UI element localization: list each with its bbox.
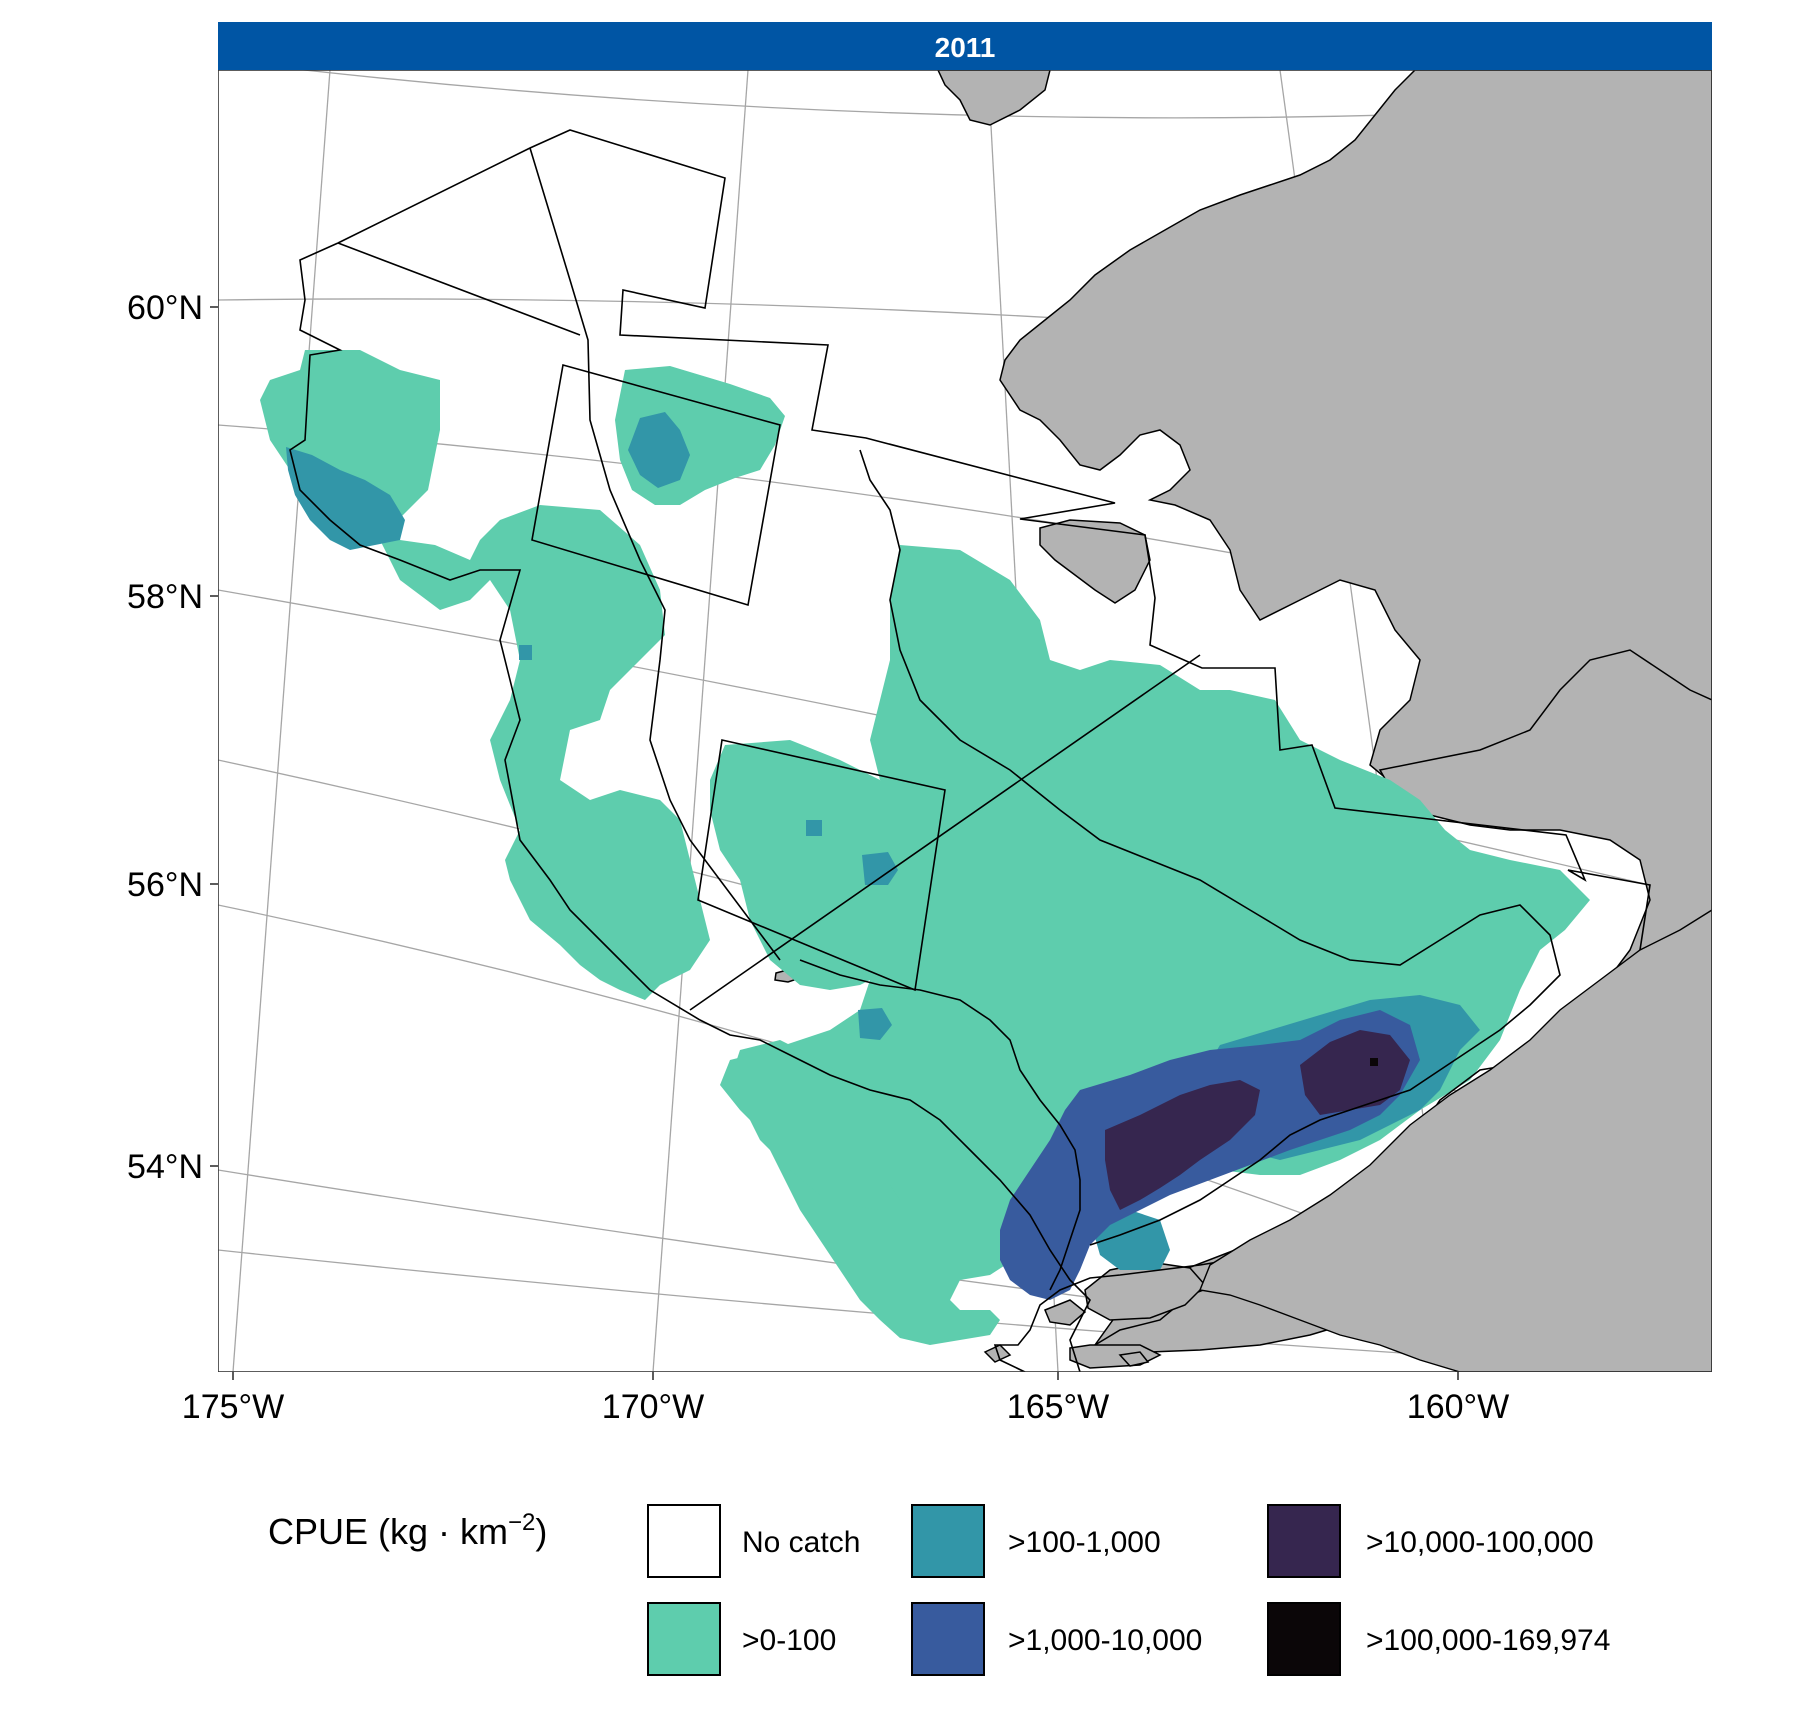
boundary-south-inner	[799, 959, 1081, 1291]
cpue-patch-nw-coast	[286, 447, 405, 550]
land-alaska-mainland	[999, 70, 1712, 1346]
cpue-layer-10000-100000	[1105, 1030, 1410, 1210]
x-tick-label-170w: 170°W	[602, 1388, 704, 1426]
boundary-north-vertical	[529, 147, 781, 961]
strip-year-label: 2011	[935, 32, 996, 63]
y-tick-label-56n: 56°N	[127, 866, 203, 904]
graticule-lon-170	[652, 70, 749, 1372]
x-tick-label-175w: 175°W	[182, 1388, 284, 1426]
legend-label-1000-10000: >1,000-10,000	[1008, 1624, 1202, 1657]
legend-swatch-1000-10000	[911, 1602, 985, 1676]
land-akun-islets	[1118, 1351, 1150, 1367]
land-alaska-peninsula-overlay	[1199, 909, 1712, 1372]
land-st-lawrence-island	[937, 70, 1051, 126]
boundary-west-outer	[289, 242, 1091, 1372]
legend-title: CPUE (kg · km−2)	[268, 1509, 547, 1552]
cpue-patch-hotspot-west	[1105, 1080, 1260, 1210]
cpue-patch-central-north	[720, 545, 1590, 1345]
legend-swatch-0-100	[647, 1602, 721, 1676]
cpue-patch-small-a	[862, 852, 898, 885]
map-panel	[218, 70, 1712, 1372]
land-overlay	[1199, 909, 1712, 1372]
strip-background	[218, 22, 1712, 70]
legend-swatch-no-catch	[647, 1504, 721, 1578]
x-tick-label-165w: 165°W	[1007, 1388, 1109, 1426]
x-tick-label-160w: 160°W	[1407, 1388, 1509, 1426]
cpue-patch-small-b	[858, 1008, 892, 1040]
legend-label-no-catch: No catch	[742, 1526, 860, 1559]
land-nunivak-island	[1039, 519, 1151, 604]
legend-label-100000-plus: >100,000-169,974	[1366, 1624, 1610, 1657]
y-axis: 60°N 58°N 56°N 54°N	[127, 289, 218, 1186]
boundary-nw-inner-line	[337, 242, 581, 336]
legend-swatch-10000-100000	[1267, 1504, 1341, 1578]
y-tick-label-54n: 54°N	[127, 1148, 203, 1186]
x-axis: 175°W 170°W 165°W 160°W	[182, 1372, 1509, 1426]
cpue-patch-small-d	[519, 645, 532, 660]
boundary-mid-shelf	[859, 449, 1561, 1246]
cpue-patch-small-c	[806, 820, 822, 836]
land-akutan-island	[1044, 1299, 1087, 1326]
cpue-layer-100000-plus	[1370, 1058, 1378, 1066]
cpue-patch-hotspot-east	[1300, 1030, 1410, 1115]
y-tick-label-60n: 60°N	[127, 289, 203, 327]
graticule-lon-175	[232, 70, 331, 1372]
boundary-st-matthew-box	[531, 363, 781, 607]
legend: CPUE (kg · km−2) No catch >0-100 >100-1,…	[268, 1504, 1610, 1676]
cpue-cell-max	[1370, 1058, 1378, 1066]
y-tick-label-58n: 58°N	[127, 578, 203, 616]
boundary-diagonal	[689, 654, 1201, 1011]
legend-label-100-1000: >100-1,000	[1008, 1526, 1161, 1559]
cpue-patch-south-inner	[730, 1040, 900, 1210]
cpue-patch-st-matthew-mid	[628, 412, 690, 488]
legend-swatch-100-1000	[911, 1504, 985, 1578]
panel-strip: 2011	[218, 22, 1712, 70]
legend-swatch-100000-plus	[1267, 1602, 1341, 1676]
legend-label-0-100: >0-100	[742, 1624, 836, 1657]
legend-label-10000-100000: >10,000-100,000	[1366, 1526, 1594, 1559]
